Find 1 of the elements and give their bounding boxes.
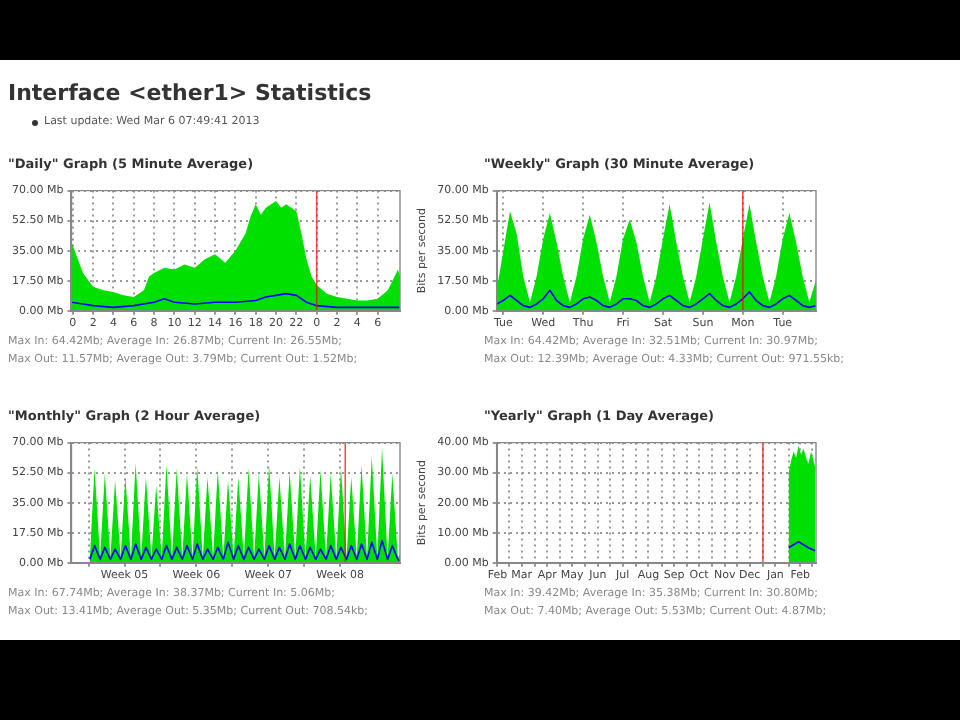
text: Interface <ether1> Statistics [8,80,372,106]
